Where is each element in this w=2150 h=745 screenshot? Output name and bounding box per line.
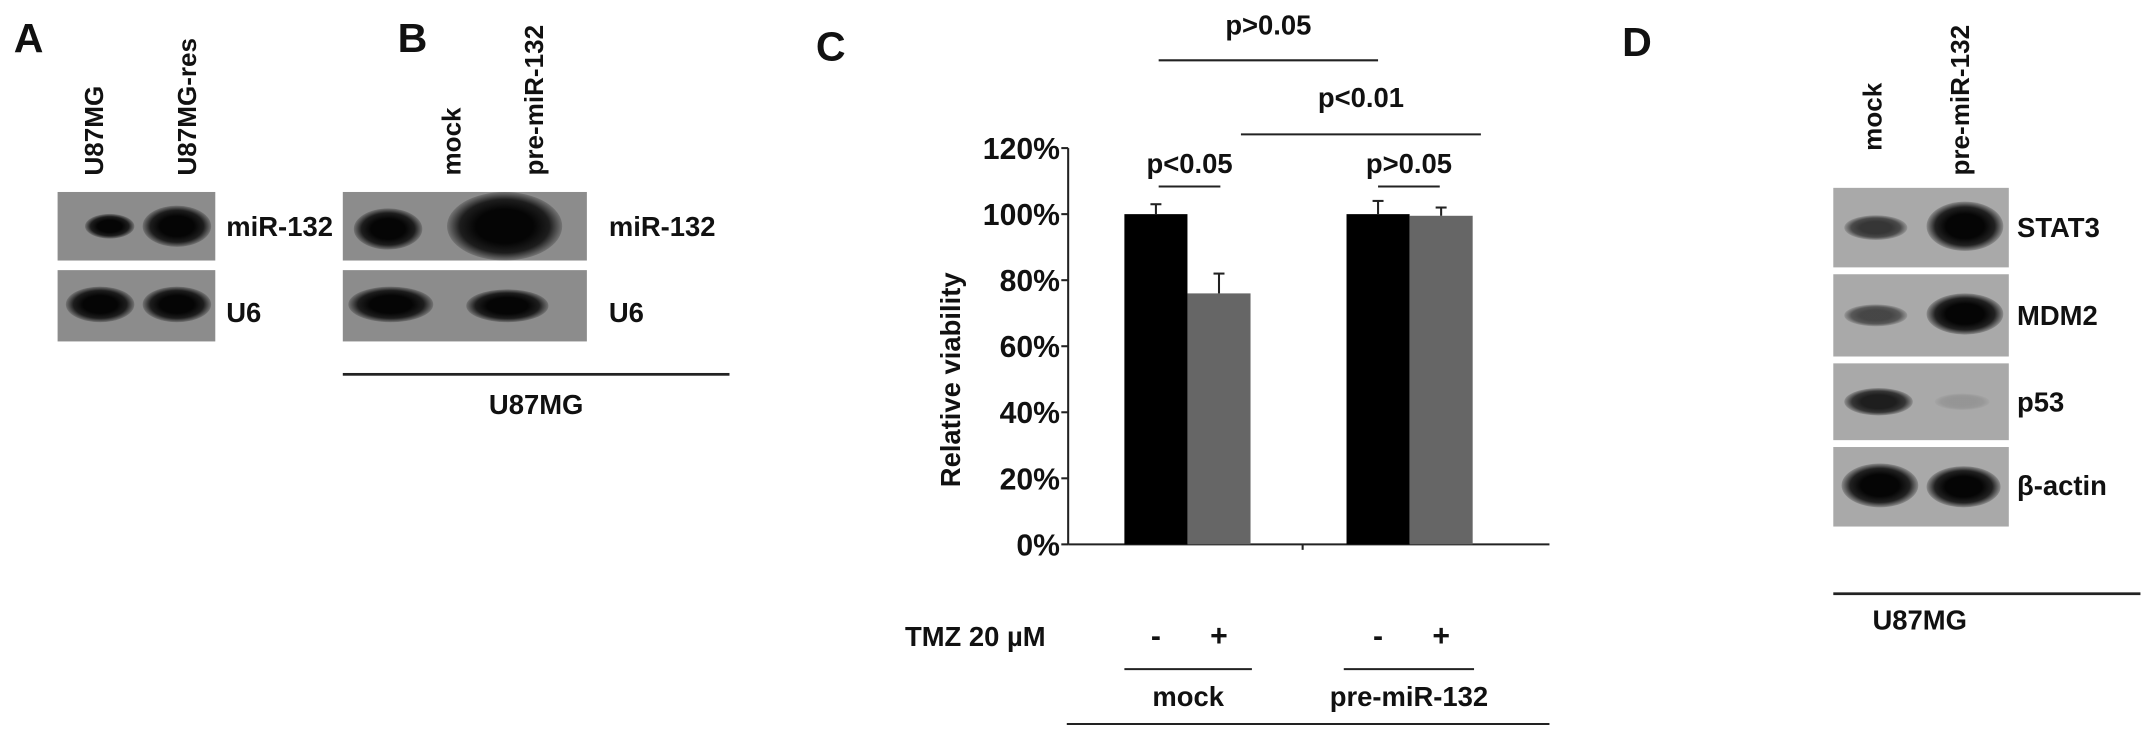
row-label: STAT3 [2017, 213, 2100, 245]
y-tick-label: 120% [983, 133, 1060, 166]
y-tick-label: 40% [1000, 397, 1061, 430]
lane-label: pre-miR-132 [1947, 24, 1976, 176]
treatment-sign: + [1210, 620, 1228, 653]
group-label: mock [1152, 681, 1224, 712]
treatment-sign: - [1373, 620, 1383, 653]
bar [1409, 215, 1473, 545]
panel-d-label: D [1622, 20, 1652, 66]
row-label: β-actin [2017, 471, 2107, 502]
panel-b-label: B [397, 16, 428, 62]
blot-p53 [1833, 363, 2009, 441]
y-tick-label: 100% [983, 199, 1060, 232]
group-line [1833, 592, 2141, 595]
p-value-label: p>0.05 [1366, 148, 1452, 179]
treatment-sign: - [1151, 620, 1161, 653]
y-tick-label: 60% [1000, 331, 1061, 364]
row-label: p53 [2017, 388, 2065, 419]
treatment-label: TMZ 20 µM [905, 621, 1046, 652]
y-axis-label: Relative viability [935, 272, 966, 488]
row-label: miR-132 [608, 212, 716, 243]
cell-line-label: U87MG [488, 390, 584, 421]
row-label: MDM2 [2017, 301, 2098, 332]
treatment-sign: + [1432, 620, 1450, 653]
lane-label: mock [1859, 82, 1889, 151]
blot-stat3 [1833, 187, 2009, 268]
row-label: U6 [226, 298, 262, 330]
blot-u6 [57, 270, 216, 342]
blot-u6 [342, 270, 587, 342]
p-value-label: p>0.05 [1225, 9, 1311, 40]
cell-line-label: U87MG [1872, 606, 1967, 637]
p-value-label: p<0.05 [1146, 148, 1232, 179]
bar [1124, 214, 1188, 545]
panel-c-label: C [815, 24, 846, 70]
blot-mir132 [342, 191, 587, 261]
p-value-label: p<0.01 [1318, 82, 1404, 113]
panel-a-label: A [13, 16, 44, 62]
y-tick-label: 20% [1000, 463, 1061, 496]
row-label: miR-132 [226, 212, 333, 243]
blot-mir132 [57, 191, 216, 261]
group-line [342, 372, 730, 376]
row-label: U6 [608, 298, 644, 330]
blot-mdm2 [1833, 274, 2009, 357]
bar [1187, 293, 1251, 545]
y-tick-label: 80% [1000, 265, 1061, 298]
y-tick-label: 0% [1016, 529, 1060, 562]
group-label: pre-miR-132 [1330, 681, 1488, 712]
blot-beta-actin [1833, 447, 2009, 527]
bar [1346, 214, 1410, 545]
